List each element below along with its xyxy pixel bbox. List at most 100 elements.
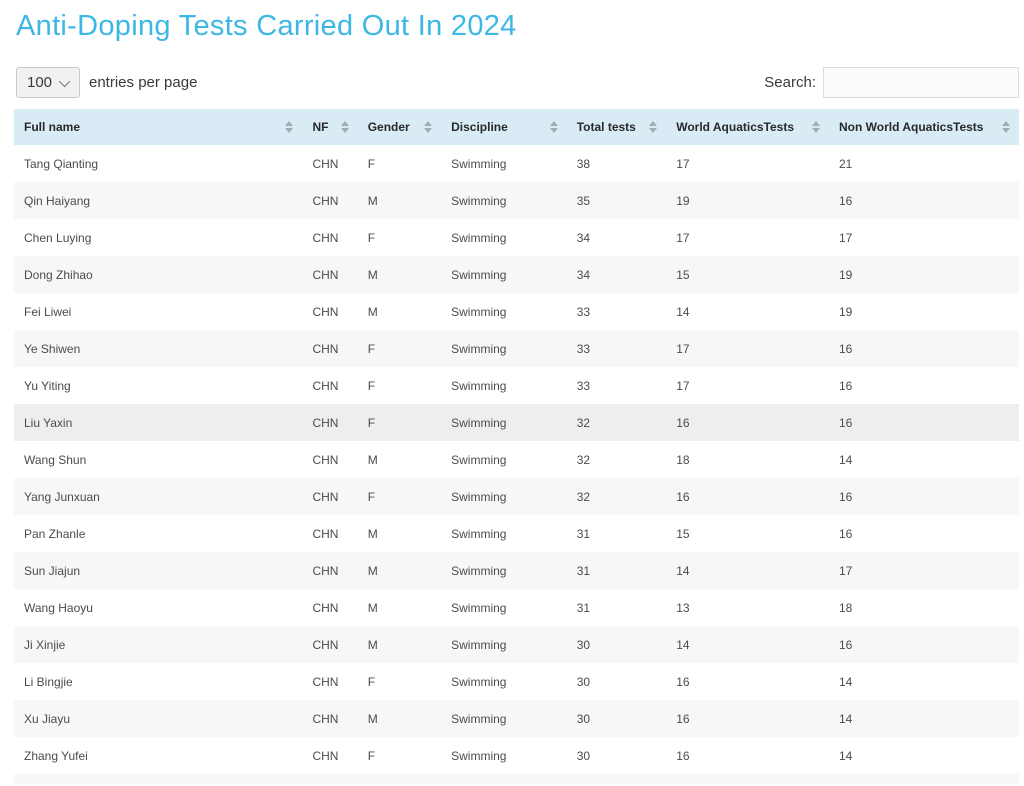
column-header-gender[interactable]: Gender bbox=[357, 109, 442, 145]
cell-full-name: Yu Yiting bbox=[24, 378, 71, 393]
column-header-nf[interactable]: NF bbox=[302, 109, 358, 145]
cell-gender: F bbox=[367, 415, 376, 430]
sort-arrows-icon[interactable] bbox=[1002, 121, 1010, 133]
cell-discipline: Swimming bbox=[451, 711, 507, 726]
table-row-partial bbox=[14, 774, 1019, 784]
cell-nf: CHN bbox=[312, 600, 339, 615]
cell-world-aquatics-tests: 16 bbox=[676, 415, 690, 430]
cell-gender: F bbox=[367, 230, 376, 245]
cell-world-aquatics-tests: 18 bbox=[676, 452, 690, 467]
cell-discipline: Swimming bbox=[451, 748, 507, 763]
cell-total-tests: 32 bbox=[576, 415, 591, 430]
cell-discipline: Swimming bbox=[451, 674, 507, 689]
sort-arrows-icon[interactable] bbox=[649, 121, 658, 133]
table-row[interactable]: Ji Xinjie CHN M Swimming 30 14 16 bbox=[14, 626, 1019, 663]
cell-gender: M bbox=[367, 526, 378, 541]
column-header-full-name[interactable]: Full name bbox=[14, 109, 303, 145]
cell-gender: M bbox=[367, 637, 378, 652]
cell-nf: CHN bbox=[312, 304, 339, 319]
cell-full-name: Sun Jiajun bbox=[24, 563, 81, 578]
table-row[interactable]: Fei Liwei CHN M Swimming 33 14 19 bbox=[14, 293, 1019, 330]
cell-total-tests: 32 bbox=[576, 489, 591, 504]
entries-per-page-value: 100 bbox=[27, 74, 53, 91]
table-row[interactable]: Yang Junxuan CHN F Swimming 32 16 16 bbox=[14, 478, 1019, 515]
column-header-world-aquatics-tests[interactable]: World AquaticsTests bbox=[666, 109, 829, 145]
chevron-down-icon bbox=[58, 75, 71, 87]
cell-gender: F bbox=[367, 748, 376, 763]
cell-full-name: Fei Liwei bbox=[24, 304, 72, 319]
cell-nf: CHN bbox=[312, 637, 339, 652]
column-header-non-world-aquatics-tests[interactable]: Non World AquaticsTests bbox=[829, 109, 1019, 145]
cell-full-name: Dong Zhihao bbox=[24, 267, 93, 282]
cell-discipline: Swimming bbox=[451, 267, 507, 282]
sort-arrows-icon[interactable] bbox=[812, 121, 820, 133]
cell-gender: M bbox=[367, 711, 378, 726]
cell-nf: CHN bbox=[312, 674, 339, 689]
cell-non-world-aquatics-tests: 19 bbox=[839, 267, 853, 282]
cell-world-aquatics-tests: 14 bbox=[676, 637, 690, 652]
cell-gender: F bbox=[367, 341, 376, 356]
cell-nf: CHN bbox=[312, 563, 339, 578]
table-row[interactable]: Dong Zhihao CHN M Swimming 34 15 19 bbox=[14, 256, 1019, 293]
cell-world-aquatics-tests: 16 bbox=[676, 748, 690, 763]
cell-discipline: Swimming bbox=[451, 637, 507, 652]
table-row[interactable]: Ye Shiwen CHN F Swimming 33 17 16 bbox=[14, 330, 1019, 367]
anti-doping-tests-table: Full name NF Gender Discipline Total tes… bbox=[14, 109, 1019, 774]
entries-per-page-control: 100 entries per page bbox=[16, 67, 197, 98]
column-header-total-tests[interactable]: Total tests bbox=[566, 109, 667, 145]
cell-world-aquatics-tests: 13 bbox=[676, 600, 690, 615]
sort-arrows-icon[interactable] bbox=[340, 121, 349, 133]
cell-non-world-aquatics-tests: 14 bbox=[839, 711, 853, 726]
column-header-label: World AquaticsTests bbox=[676, 120, 794, 134]
cell-total-tests: 38 bbox=[576, 156, 591, 171]
column-header-label: Total tests bbox=[576, 120, 636, 134]
cell-gender: F bbox=[367, 489, 376, 504]
table-row[interactable]: Wang Shun CHN M Swimming 32 18 14 bbox=[14, 441, 1019, 478]
sort-arrows-icon[interactable] bbox=[424, 121, 433, 133]
cell-non-world-aquatics-tests: 16 bbox=[839, 341, 853, 356]
sort-arrows-icon[interactable] bbox=[549, 121, 558, 133]
cell-total-tests: 30 bbox=[576, 674, 591, 689]
table-row[interactable]: Chen Luying CHN F Swimming 34 17 17 bbox=[14, 219, 1019, 256]
cell-total-tests: 35 bbox=[576, 193, 591, 208]
sort-arrows-icon[interactable] bbox=[285, 121, 294, 133]
cell-non-world-aquatics-tests: 16 bbox=[839, 378, 853, 393]
cell-discipline: Swimming bbox=[451, 600, 507, 615]
cell-non-world-aquatics-tests: 17 bbox=[839, 563, 853, 578]
cell-nf: CHN bbox=[312, 415, 339, 430]
cell-gender: F bbox=[367, 378, 376, 393]
cell-total-tests: 32 bbox=[576, 452, 591, 467]
cell-full-name: Wang Haoyu bbox=[24, 600, 93, 615]
cell-non-world-aquatics-tests: 16 bbox=[839, 637, 853, 652]
cell-total-tests: 34 bbox=[576, 230, 591, 245]
cell-total-tests: 33 bbox=[576, 378, 591, 393]
cell-gender: M bbox=[367, 304, 378, 319]
cell-full-name: Tang Qianting bbox=[24, 156, 99, 171]
table-row[interactable]: Zhang Yufei CHN F Swimming 30 16 14 bbox=[14, 737, 1019, 774]
table-row[interactable]: Wang Haoyu CHN M Swimming 31 13 18 bbox=[14, 589, 1019, 626]
table-row[interactable]: Pan Zhanle CHN M Swimming 31 15 16 bbox=[14, 515, 1019, 552]
table-controls: 100 entries per page Search: bbox=[16, 67, 1019, 98]
cell-world-aquatics-tests: 17 bbox=[676, 378, 690, 393]
cell-full-name: Wang Shun bbox=[24, 452, 87, 467]
cell-gender: F bbox=[367, 156, 376, 171]
table-row[interactable]: Tang Qianting CHN F Swimming 38 17 21 bbox=[14, 145, 1019, 182]
cell-non-world-aquatics-tests: 18 bbox=[839, 600, 853, 615]
search-input[interactable] bbox=[823, 67, 1019, 98]
column-header-discipline[interactable]: Discipline bbox=[441, 109, 567, 145]
table-row[interactable]: Qin Haiyang CHN M Swimming 35 19 16 bbox=[14, 182, 1019, 219]
table-row[interactable]: Xu Jiayu CHN M Swimming 30 16 14 bbox=[14, 700, 1019, 737]
table-row[interactable]: Yu Yiting CHN F Swimming 33 17 16 bbox=[14, 367, 1019, 404]
entries-per-page-label: entries per page bbox=[89, 74, 198, 91]
cell-world-aquatics-tests: 15 bbox=[676, 526, 690, 541]
cell-full-name: Ji Xinjie bbox=[24, 637, 66, 652]
table-row[interactable]: Sun Jiajun CHN M Swimming 31 14 17 bbox=[14, 552, 1019, 589]
table-row[interactable]: Liu Yaxin CHN F Swimming 32 16 16 bbox=[14, 404, 1019, 441]
table-row[interactable]: Li Bingjie CHN F Swimming 30 16 14 bbox=[14, 663, 1019, 700]
page-title: Anti-Doping Tests Carried Out In 2024 bbox=[16, 10, 517, 42]
entries-per-page-select[interactable]: 100 bbox=[16, 67, 80, 98]
cell-non-world-aquatics-tests: 21 bbox=[839, 156, 853, 171]
cell-world-aquatics-tests: 14 bbox=[676, 563, 690, 578]
cell-non-world-aquatics-tests: 16 bbox=[839, 415, 853, 430]
